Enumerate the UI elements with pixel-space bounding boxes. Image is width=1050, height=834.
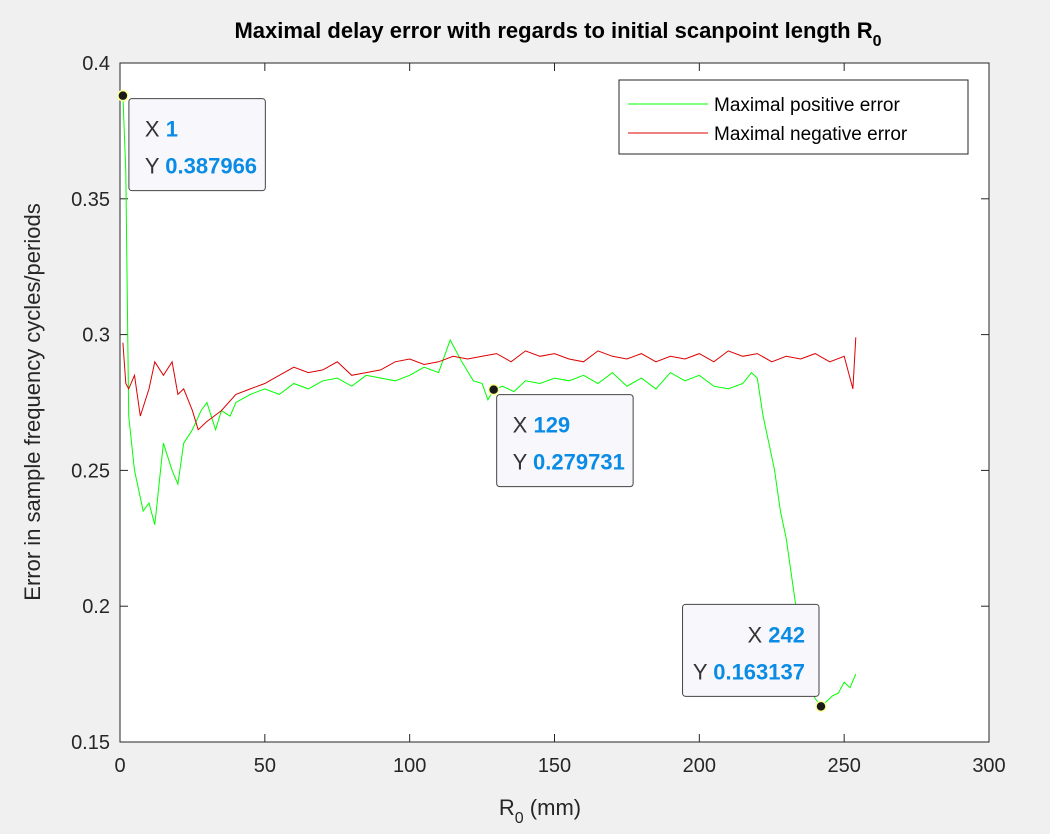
datatip-y-key: Y	[513, 450, 533, 475]
datatip-x-key: X	[145, 117, 166, 142]
legend-label-negative: Maximal negative error	[714, 124, 908, 145]
y-tick-label: 0.3	[82, 325, 110, 347]
chart-title-subscript: 0	[873, 33, 882, 50]
y-tick-label: 0.35	[71, 189, 110, 211]
x-tick-label: 200	[683, 755, 716, 777]
datatip-x-row: X 1	[145, 117, 178, 142]
datatip-marker[interactable]	[487, 383, 500, 396]
datatip-x-value: 1	[166, 117, 178, 142]
datatip-x-row: X 129	[513, 413, 571, 438]
datatip-y-value: 0.387966	[165, 154, 257, 179]
x-tick-label: 150	[538, 755, 571, 777]
datatip-x-value: 129	[533, 413, 570, 438]
datatip-y-value: 0.279731	[533, 450, 625, 475]
legend-label-positive: Maximal positive error	[714, 95, 900, 116]
datatip-x-key: X	[513, 413, 534, 438]
datatip-marker[interactable]	[117, 89, 129, 102]
x-tick-label: 100	[393, 755, 426, 777]
datatip-marker[interactable]	[815, 700, 827, 713]
series-line-1	[122, 337, 857, 431]
x-tick-label: 300	[972, 755, 1005, 777]
datatip-box	[496, 394, 634, 488]
chart-title-main: Maximal delay error with regards to init…	[234, 18, 872, 43]
datatip-y-value: 0.163137	[713, 659, 805, 684]
chart-title: Maximal delay error with regards to init…	[234, 18, 881, 50]
datatip-2[interactable]: X 242 Y 0.163137	[682, 603, 820, 697]
datatip-y-row: Y 0.163137	[693, 659, 805, 684]
legend: Maximal positive error Maximal negative …	[618, 79, 969, 155]
datatip-x-key: X	[747, 622, 768, 647]
datatip-box	[128, 98, 266, 192]
datatip-x-value: 242	[768, 622, 805, 647]
legend-box	[618, 79, 969, 155]
datatip-y-row: Y 0.387966	[145, 154, 257, 179]
datatip-y-key: Y	[693, 659, 713, 684]
x-tick-label: 250	[827, 755, 860, 777]
y-tick-label: 0.25	[71, 460, 110, 482]
x-tick-label: 50	[254, 755, 276, 777]
y-tick-label: 0.15	[71, 732, 110, 754]
y-axis-label: Error in sample frequency cycles/periods	[20, 203, 45, 600]
y-tick-label: 0.2	[82, 596, 110, 618]
y-tick-label: 0.4	[82, 53, 110, 75]
x-tick-label: 0	[114, 755, 125, 777]
datatip-y-key: Y	[145, 154, 165, 179]
datatip-y-row: Y 0.279731	[513, 450, 625, 475]
datatip-0[interactable]: X 1Y 0.387966	[128, 98, 266, 192]
x-axis-label-unit: (mm)	[524, 795, 581, 820]
datatip-x-row: X 242	[747, 622, 805, 647]
axis-ticks: 0 50 100 150 200 250 300 0.15 0.2 0.25 0.3 0.35 0.4	[71, 53, 1006, 777]
datatip-box	[682, 603, 820, 697]
x-axis-label: R0 (mm)	[499, 795, 581, 827]
x-axis-label-main: R	[499, 795, 515, 820]
x-axis-label-subscript: 0	[515, 810, 524, 827]
